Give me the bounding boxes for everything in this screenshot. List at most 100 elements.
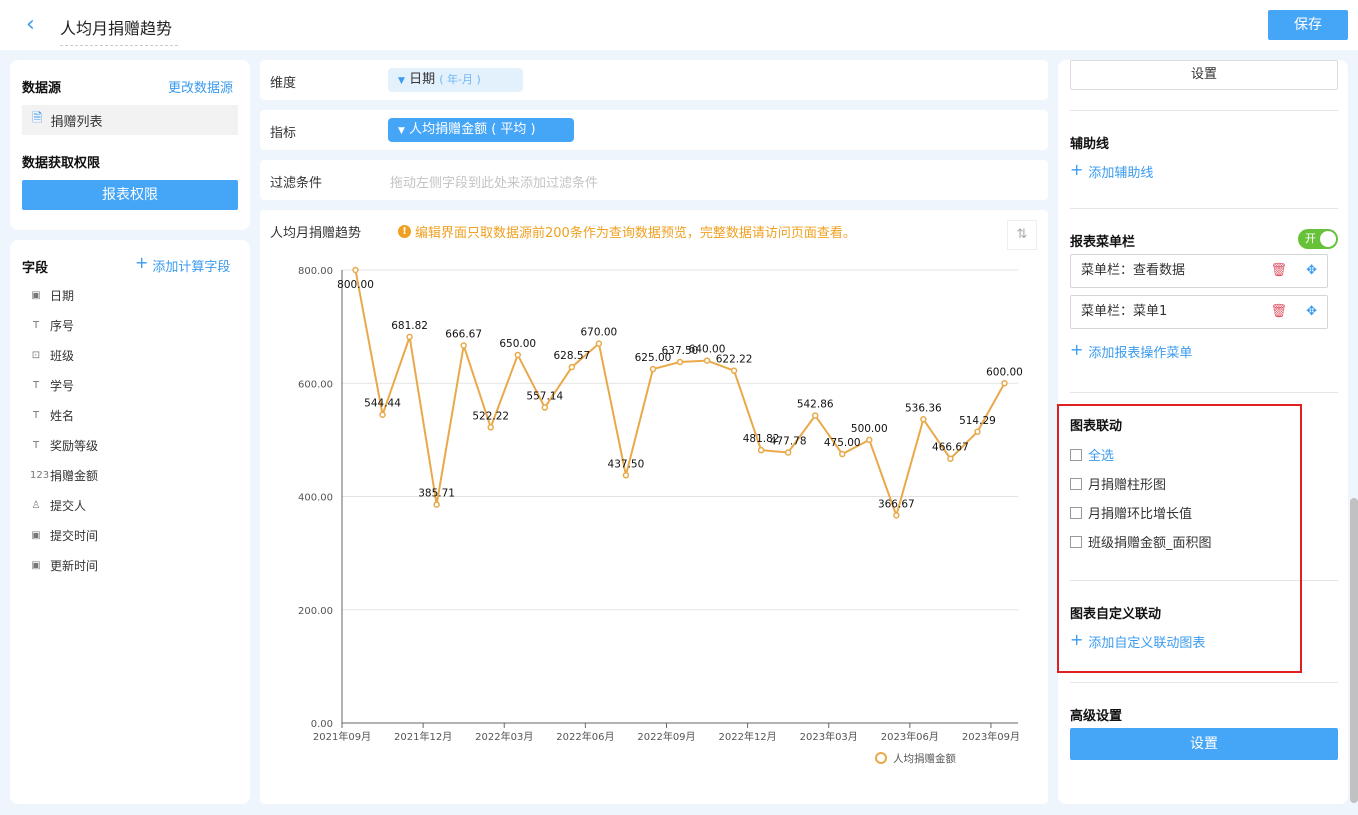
link-checkbox[interactable]: 月捐赠柱形图 xyxy=(1070,474,1166,493)
data-label: 500.00 xyxy=(851,423,888,435)
data-label: 514.29 xyxy=(959,415,996,427)
preview-notice-text: 编辑界面只取数据源前200条作为查询数据预览，完整数据请访问页面查看。 xyxy=(415,226,856,241)
move-icon[interactable]: ✥ xyxy=(1306,304,1317,319)
field-item[interactable]: ▣ 更新时间 xyxy=(30,557,98,574)
data-point xyxy=(379,411,386,418)
data-label: 437.50 xyxy=(608,458,645,470)
filter-row xyxy=(260,160,1048,200)
data-label: 622.22 xyxy=(716,354,753,366)
y-tick-label: 0.00 xyxy=(311,719,333,730)
custom-link-title: 图表自定义联动 xyxy=(1070,607,1162,622)
data-label: 366.67 xyxy=(878,498,915,510)
metric-tag[interactable]: ▼ 人均捐赠金额 ( 平均 ) xyxy=(388,118,574,142)
link-checkbox-label: 月捐赠环比增长值 xyxy=(1088,507,1193,522)
field-item[interactable]: T 学号 xyxy=(30,377,74,394)
x-tick-label: 2021年12月 xyxy=(394,730,452,743)
field-item[interactable]: ▣ 日期 xyxy=(30,287,74,304)
top-settings-button[interactable]: 设置 xyxy=(1070,60,1338,90)
scrollbar[interactable] xyxy=(1350,498,1358,803)
data-point xyxy=(838,450,846,458)
field-item[interactable]: T 序号 xyxy=(30,317,74,334)
data-point xyxy=(947,455,954,462)
add-calc-field-label: 添加计算字段 xyxy=(152,260,231,275)
field-label: 班级 xyxy=(50,349,75,363)
data-label: 666.67 xyxy=(445,328,482,340)
data-label: 628.57 xyxy=(553,350,590,362)
chart-panel xyxy=(260,210,1048,804)
field-item[interactable]: ⊡ 班级 xyxy=(30,347,74,364)
dropdown-icon: ⊡ xyxy=(31,350,41,361)
text-icon: T xyxy=(32,320,40,331)
add-menu-button[interactable]: + 添加报表操作菜单 xyxy=(1070,342,1192,362)
dimension-tag[interactable]: ▼ 日期 ( 年-月 ) xyxy=(388,68,523,92)
data-point xyxy=(622,472,630,479)
data-point xyxy=(703,357,711,364)
divider xyxy=(1070,392,1338,393)
menu-item[interactable]: 菜单栏：查看数据 🗑 ✥ xyxy=(1070,254,1328,288)
save-button[interactable]: 保存 xyxy=(1268,10,1348,40)
datasource-title: 数据源 xyxy=(22,81,62,96)
data-point xyxy=(487,424,494,431)
add-custom-link-button[interactable]: + 添加自定义联动图表 xyxy=(1070,632,1205,652)
link-checkbox[interactable]: 月捐赠环比增长值 xyxy=(1070,503,1192,522)
link-checkbox-label: 全选 xyxy=(1088,449,1115,464)
link-checkbox[interactable]: 全选 xyxy=(1070,445,1114,464)
x-tick-label: 2023年09月 xyxy=(962,730,1020,743)
toggle-knob xyxy=(1320,231,1336,247)
field-item[interactable]: ▣ 提交时间 xyxy=(30,527,98,544)
menu-bar-toggle[interactable]: 开 xyxy=(1298,229,1338,249)
field-item[interactable]: 123 捐赠金额 xyxy=(30,467,98,484)
checkbox-icon[interactable] xyxy=(1070,477,1082,490)
menu-item[interactable]: 菜单栏：菜单1 🗑 ✥ xyxy=(1070,295,1328,329)
data-label: 600.00 xyxy=(986,366,1023,378)
field-label: 学号 xyxy=(50,379,75,393)
x-tick-label: 2021年09月 xyxy=(313,730,371,743)
line-chart: 0.00 200.00 400.00 600.00 800.00 2021年09月 2021… xyxy=(298,266,1023,765)
field-item[interactable]: T 姓名 xyxy=(30,407,74,424)
add-calc-field-button[interactable]: + 添加计算字段 xyxy=(135,255,231,276)
trash-icon[interactable]: 🗑 xyxy=(1270,304,1287,319)
checkbox-icon[interactable] xyxy=(1070,535,1082,548)
sort-toggle-icon[interactable]: ⇅ xyxy=(1007,220,1037,250)
field-label: 序号 xyxy=(50,319,75,333)
data-point xyxy=(433,501,440,508)
warning-icon: ! xyxy=(398,225,411,238)
metric-row xyxy=(260,110,1048,150)
field-label: 提交人 xyxy=(50,499,87,513)
report-permission-button[interactable]: 报表权限 xyxy=(22,180,238,210)
trash-icon[interactable]: 🗑 xyxy=(1270,263,1287,278)
data-point xyxy=(974,428,981,436)
data-label: 475.00 xyxy=(824,437,861,449)
file-icon: 🗎 xyxy=(32,111,43,126)
advanced-settings-button[interactable]: 设置 xyxy=(1070,728,1338,760)
calendar-icon: ▣ xyxy=(31,290,41,301)
divider xyxy=(1070,580,1338,581)
data-point xyxy=(406,333,413,341)
permission-title: 数据获取权限 xyxy=(22,156,101,171)
datasource-table[interactable]: 🗎 捐赠列表 xyxy=(22,105,238,135)
data-label: 640.00 xyxy=(689,344,726,356)
filter-label: 过滤条件 xyxy=(270,176,323,191)
chart-link-title: 图表联动 xyxy=(1070,419,1123,434)
number-icon: 123 xyxy=(30,470,50,481)
back-icon[interactable]: ‹ xyxy=(26,12,35,37)
field-item[interactable]: ♙ 提交人 xyxy=(30,497,87,514)
data-label: 522.22 xyxy=(472,410,509,422)
move-icon[interactable]: ✥ xyxy=(1306,263,1317,278)
change-datasource-link[interactable]: 更改数据源 xyxy=(168,81,234,96)
checkbox-icon[interactable] xyxy=(1070,506,1082,519)
filter-dropzone[interactable]: 拖动左侧字段到此处来添加过滤条件 xyxy=(390,176,599,191)
data-point xyxy=(730,367,738,374)
page-title[interactable]: 人均月捐赠趋势 xyxy=(60,15,178,46)
data-label: 625.00 xyxy=(635,352,672,364)
metric-label: 指标 xyxy=(270,126,297,141)
calendar-icon: ▣ xyxy=(31,560,41,571)
add-aux-line-button[interactable]: + 添加辅助线 xyxy=(1070,162,1153,182)
link-checkbox[interactable]: 班级捐赠金额_面积图 xyxy=(1070,532,1212,551)
checkbox-icon[interactable] xyxy=(1070,448,1082,461)
y-tick-label: 800.00 xyxy=(298,266,333,277)
data-label: 385.71 xyxy=(418,488,455,500)
field-item[interactable]: T 奖励等级 xyxy=(30,437,98,454)
data-label: 542.86 xyxy=(797,399,834,411)
field-label: 捐赠金额 xyxy=(50,469,99,483)
